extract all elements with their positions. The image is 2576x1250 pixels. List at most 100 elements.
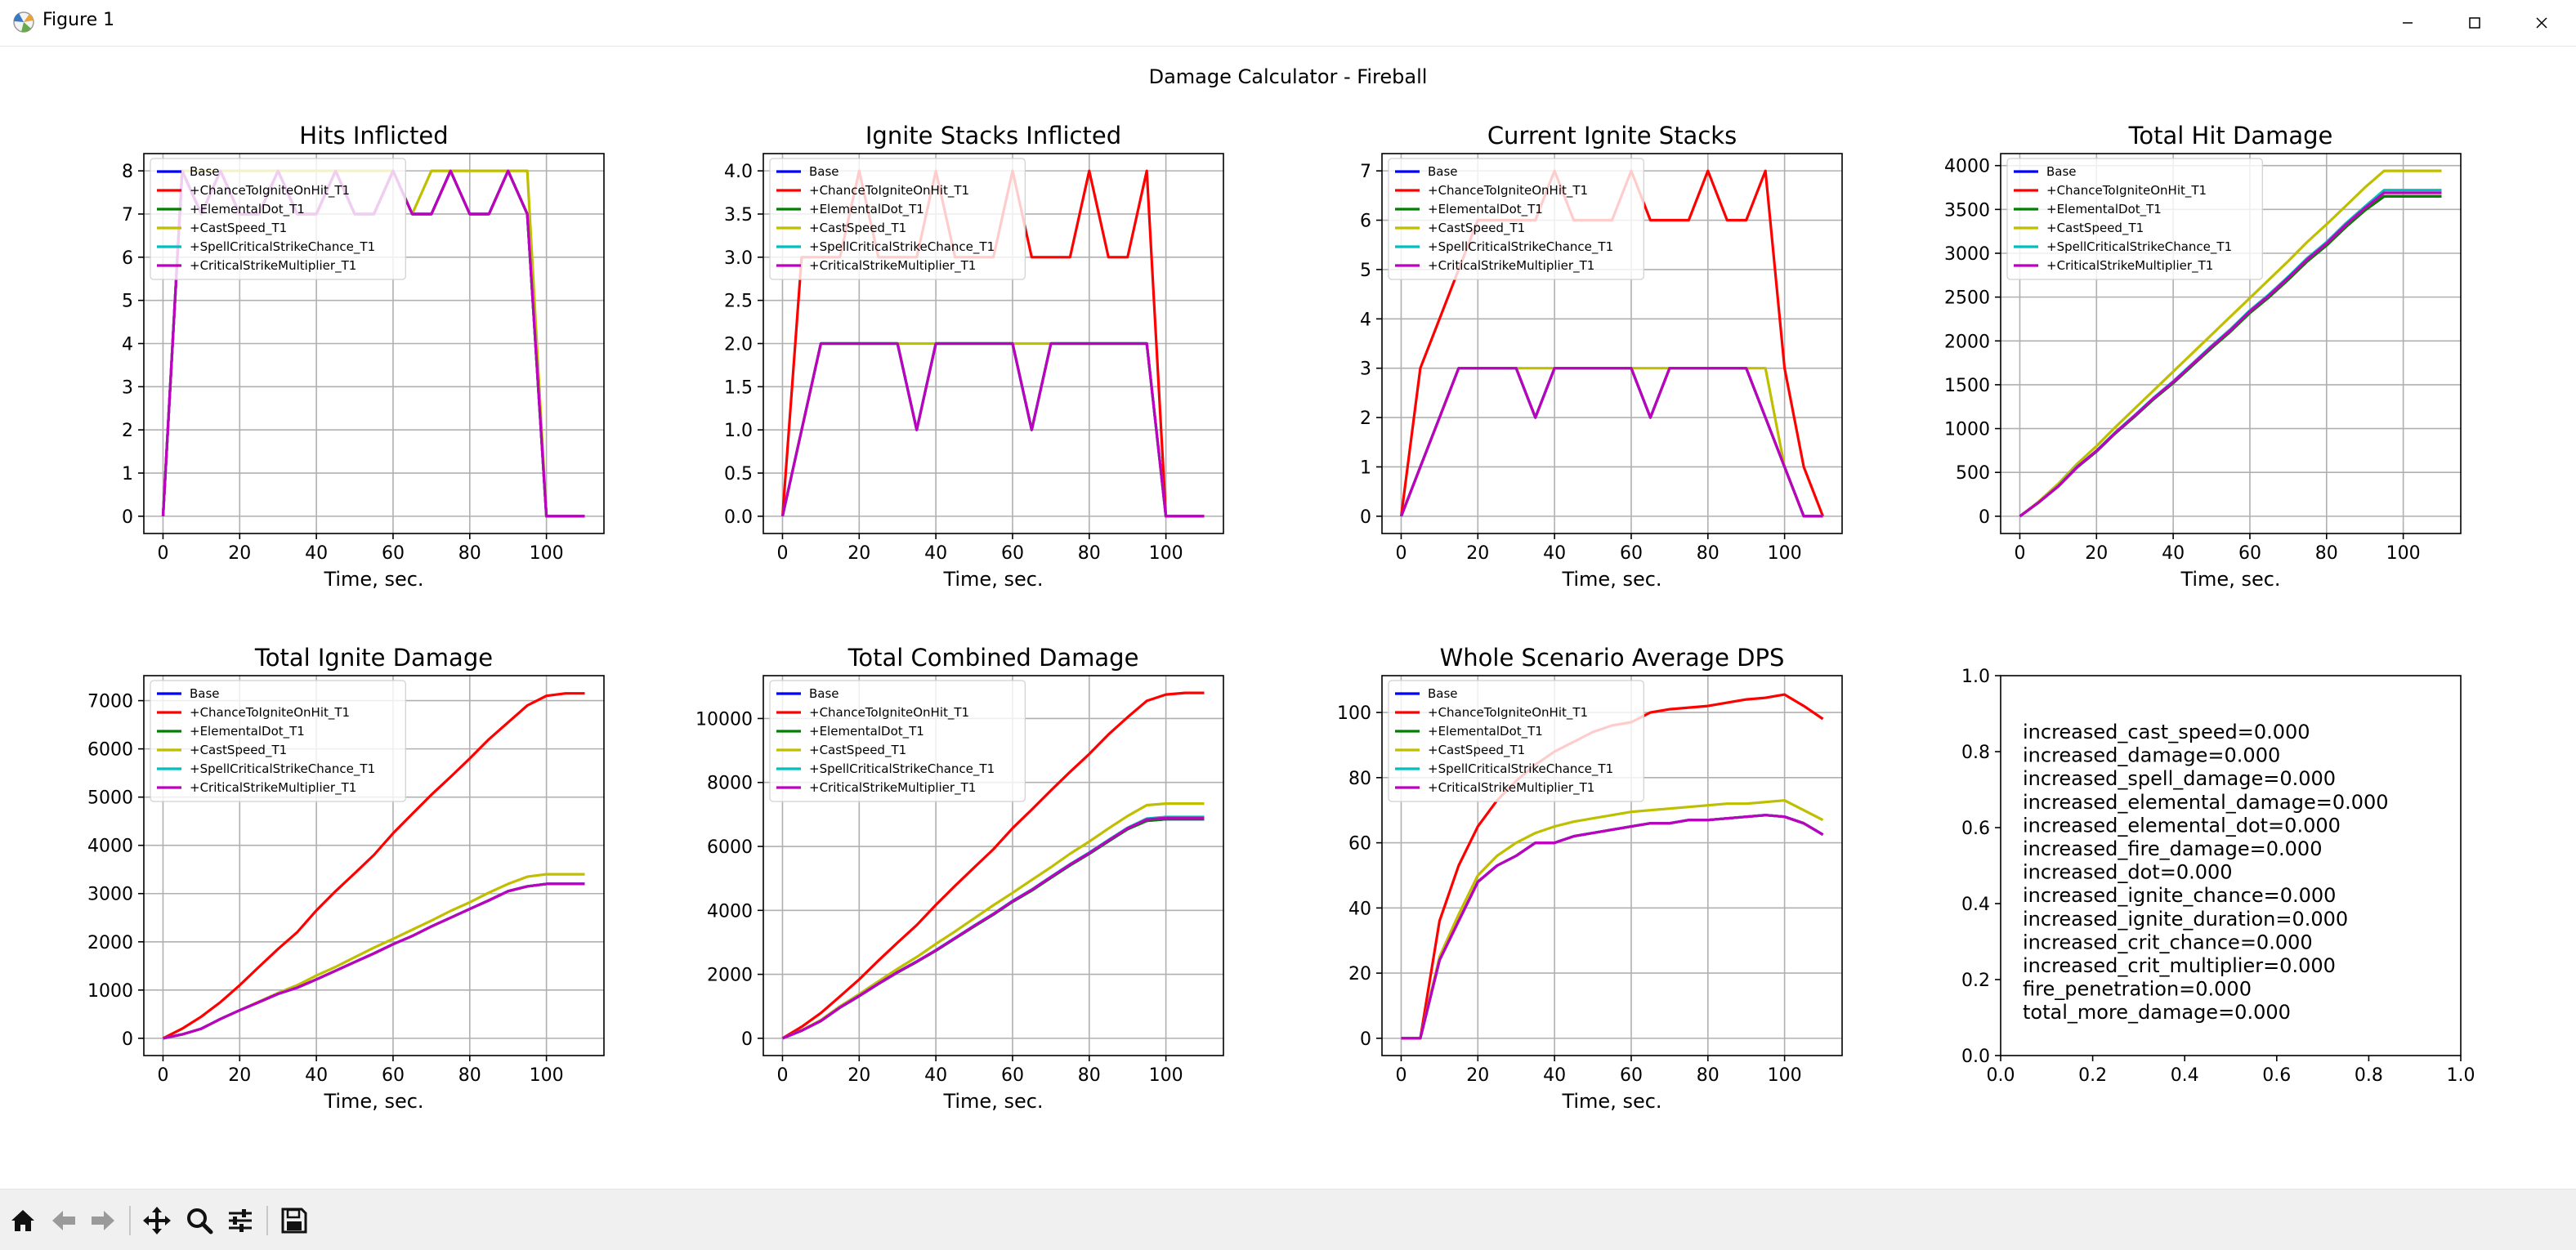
back-button[interactable] [46,1203,82,1239]
y-tick-label: 4000 [87,837,133,857]
y-tick-label: 0 [1979,507,1990,528]
legend-label: +CriticalStrikeMultiplier_T1 [1428,780,1594,796]
series-line-criticalstrikemultiplier-t1 [1400,367,1823,518]
axes-frame [763,153,1224,534]
legend-label: +ElementalDot_T1 [809,724,924,739]
toolbar-separator [266,1206,268,1235]
x-tick-label: 20 [1466,543,1489,564]
x-tick-label: 0.0 [1987,1065,2015,1086]
zoom-button[interactable] [181,1203,217,1239]
x-tick-label: 20 [228,543,251,564]
x-tick-label: 80 [2315,543,2338,564]
x-tick-label: 60 [2238,543,2261,564]
legend-label: +CastSpeed_T1 [809,743,906,758]
y-tick-label: 7 [1360,162,1371,182]
parameter-text: increased_ignite_duration=0.000 [2023,908,2348,931]
legend-label: +CriticalStrikeMultiplier_T1 [190,780,356,796]
x-tick-label: 40 [305,1065,328,1086]
x-tick-label: 0 [1395,1065,1407,1086]
y-tick-label: 0.5 [724,464,753,484]
y-tick-label: 6 [122,248,133,269]
x-tick-label: 0.6 [2262,1065,2291,1086]
y-tick-label: 3.5 [724,205,753,225]
legend-label: +ChanceToIgniteOnHit_T1 [2046,183,2207,199]
x-tick-label: 40 [305,543,328,564]
y-tick-label: 0 [122,1029,133,1050]
series-line-criticalstrikemultiplier-t1 [781,816,1205,1040]
y-tick-label: 0 [122,507,133,528]
x-axis-label: Time, sec. [942,1090,1043,1113]
legend-box [1388,680,1644,802]
y-tick-label: 3500 [1944,200,1990,221]
x-tick-label: 40 [924,543,947,564]
x-tick-label: 100 [1768,543,1802,564]
y-tick-label: 6 [1360,212,1371,232]
y-tick-label: 2000 [87,933,133,953]
subplot-title: Whole Scenario Average DPS [1440,644,1785,672]
series-line-chancetoigniteonhit-t1 [162,692,585,1040]
y-tick-label: 1 [122,464,133,484]
x-tick-label: 40 [1543,543,1566,564]
legend-label: +CriticalStrikeMultiplier_T1 [809,780,976,796]
maximize-icon [2469,17,2480,29]
x-axis-label: Time, sec. [2180,568,2280,591]
legend-label: +SpellCriticalStrikeChance_T1 [1428,239,1613,255]
x-tick-label: 1.0 [2447,1065,2475,1086]
parameter-text: increased_elemental_damage=0.000 [2023,791,2389,814]
x-tick-label: 100 [1149,1065,1183,1086]
home-button[interactable] [5,1203,41,1239]
subplot-2: 0 20 40 60 80 100 0.0 0.5 1.0 1.5 2.0 2.5 3.0 3.5 4.0 B… [724,122,1224,591]
x-tick-label: 80 [1078,1065,1101,1086]
pan-button[interactable] [139,1203,175,1239]
y-tick-label: 1.0 [724,421,753,441]
x-tick-label: 40 [1543,1065,1566,1086]
close-button[interactable] [2504,0,2576,46]
x-tick-label: 80 [458,543,481,564]
y-tick-label: 0.2 [1961,971,1990,991]
y-tick-label: 2000 [707,966,753,986]
x-tick-label: 80 [1697,1065,1720,1086]
legend-label: Base [1428,686,1458,701]
y-tick-label: 1 [1360,458,1371,478]
x-tick-label: 100 [530,1065,564,1086]
x-tick-label: 60 [1001,1065,1024,1086]
minimize-button[interactable] [2370,0,2445,46]
subplot-6: 0 20 40 60 80 100 0 2000 4000 6000 8000 10000 Base +C… [695,644,1224,1113]
y-tick-label: 0.4 [1961,895,1990,915]
x-tick-label: 20 [2085,543,2108,564]
y-tick-label: 3 [122,377,133,398]
back-icon [52,1211,75,1230]
legend-label: +CastSpeed_T1 [1428,221,1525,236]
legend: Base +ChanceToIgniteOnHit_T1 +ElementalDot… [1388,680,1644,802]
parameter-text: increased_damage=0.000 [2023,744,2280,767]
y-tick-label: 0 [1360,507,1371,528]
y-tick-label: 4 [122,335,133,355]
zoom-icon [187,1208,213,1234]
forward-button[interactable] [85,1203,121,1239]
parameter-text: increased_spell_damage=0.000 [2023,767,2336,790]
series-line-criticalstrikemultiplier-t1 [2019,191,2442,518]
subplot-5: 0 20 40 60 80 1000100020003000400050006000700… [87,644,605,1113]
subplot-title: Hits Inflicted [299,122,448,150]
y-tick-label: 1500 [1944,376,1990,396]
y-tick-label: 60 [1348,834,1371,855]
y-tick-label: 2 [122,421,133,441]
y-tick-label: 3.0 [724,248,753,269]
x-tick-label: 80 [1078,543,1101,564]
home-icon [11,1210,34,1231]
legend-label: +CriticalStrikeMultiplier_T1 [190,258,356,274]
maximize-button[interactable] [2437,0,2512,46]
parameter-text: increased_cast_speed=0.000 [2023,721,2310,743]
parameter-text: increased_dot=0.000 [2023,861,2233,884]
y-tick-label: 4 [1360,310,1371,330]
y-tick-label: 0 [1360,1029,1371,1050]
y-tick-label: 80 [1348,769,1371,789]
save-button[interactable] [276,1203,312,1239]
x-tick-label: 80 [1697,543,1720,564]
y-tick-label: 5000 [87,788,133,809]
parameter-text: total_more_damage=0.000 [2023,1001,2291,1024]
configure-subplots-button[interactable] [222,1203,258,1239]
subplot-4: 0 20 40 60 80 1000500100015002000250030003500… [1944,122,2462,591]
y-tick-label: 2.5 [724,292,753,312]
series-line-castspeed-t1 [2019,169,2442,518]
